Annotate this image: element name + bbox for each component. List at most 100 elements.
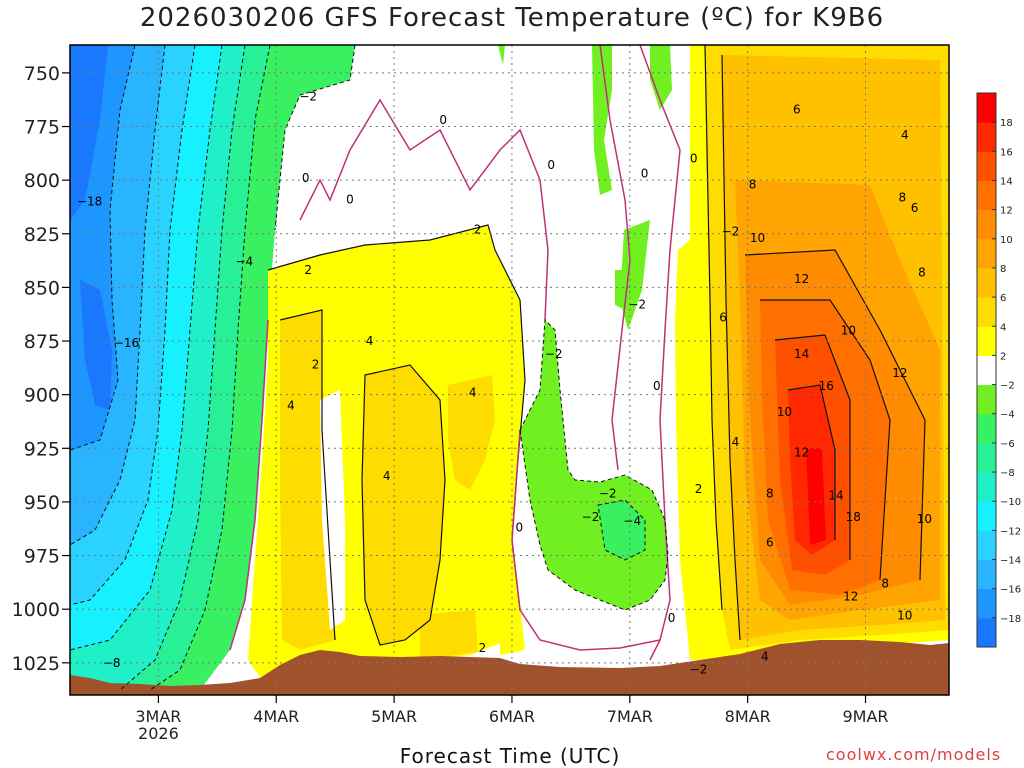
- temperature-contour-label: 0: [439, 113, 447, 127]
- y-tick-label: 750: [24, 63, 60, 85]
- contour-minus14: [70, 45, 166, 546]
- dashed-contours: [70, 45, 669, 691]
- colorbar-tick-label: 14: [1000, 176, 1013, 187]
- y-tick-label: 775: [24, 117, 60, 139]
- zero-contour-bottom: [511, 429, 661, 651]
- y-tick-label: 975: [24, 546, 60, 568]
- temperature-contour-label: 4: [287, 398, 295, 412]
- contour-4-middle: [361, 364, 446, 646]
- colorbar-segment: [977, 530, 996, 561]
- grid: [70, 45, 949, 695]
- temperature-contour-label: −4: [623, 514, 641, 528]
- temperature-contour-label: 10: [750, 231, 765, 245]
- x-tick-label: 8MAR: [725, 707, 771, 726]
- temperature-contour-label: 0: [690, 152, 698, 166]
- contour-16: [787, 384, 836, 540]
- temperature-contour-label: 4: [732, 435, 740, 449]
- temperature-contour-label: −2: [599, 486, 617, 500]
- temperature-contour-label: 16: [819, 379, 834, 393]
- temperature-contour-label: −18: [77, 195, 102, 209]
- plot-frame: [69, 44, 950, 696]
- temperature-contour-label: 2: [695, 482, 703, 496]
- temperature-contour-label: 4: [901, 128, 909, 142]
- colorbar-tick-label: −4: [1000, 410, 1015, 421]
- y-axis: 750 775 800 825 850 875 900 925 950 975 1000 1025: [12, 63, 70, 675]
- contour-4-left: [279, 309, 336, 641]
- contour-14: [774, 334, 851, 560]
- colorbar-segment: [977, 122, 996, 152]
- temperature-contour-label: 6: [766, 536, 774, 550]
- temperature-contour-label: 0: [302, 171, 310, 185]
- colorbar-segment: [977, 559, 996, 590]
- temperature-contour-label: 12: [843, 589, 858, 603]
- zero-contour-left: [229, 319, 269, 651]
- contour-minus10: [70, 45, 223, 651]
- contour-minus16: [70, 45, 136, 451]
- temperature-contour-label: 4: [761, 649, 769, 663]
- temperature-contour-label: 12: [892, 366, 907, 380]
- temperature-contour-label: 6: [911, 201, 919, 215]
- colorbar-segment: [977, 93, 996, 123]
- temperature-contour-label: 14: [828, 488, 843, 502]
- temperature-contour-label: 2: [312, 358, 320, 372]
- temperature-contour-label: 8: [766, 486, 774, 500]
- cold-region-minus18-lower: [80, 280, 112, 410]
- temperature-contour-label: −2: [628, 298, 646, 312]
- warm-middle-4c: [448, 375, 495, 490]
- colorbar-tick-label: 12: [1000, 206, 1013, 217]
- temperature-contour-label: 8: [918, 265, 926, 279]
- temperature-contour-label: 2: [479, 641, 487, 655]
- colorbar-tick-label: 8: [1000, 264, 1006, 275]
- temperature-contour-label: 4: [366, 334, 374, 348]
- colorbar-tick-label: 10: [1000, 235, 1013, 246]
- temperature-contour-label: −2: [690, 662, 708, 676]
- temperature-contour-label: 18: [846, 510, 861, 524]
- contour-10: [744, 249, 926, 581]
- cold-band-minus4: [598, 500, 645, 560]
- colorbar: −18 −16 −14 −12 −10 −8 −6 −4 −2 2 4 6 8 10 12 14 16 18: [976, 92, 1021, 648]
- contour-minus6: [149, 45, 271, 691]
- colorbar-segment: [977, 501, 996, 531]
- colorbar-tick-label: −14: [1000, 556, 1021, 567]
- colorbar-segment: [977, 617, 996, 648]
- contour-minus4-band: [597, 499, 646, 561]
- x-tick-label: 7MAR: [607, 707, 653, 726]
- colorbar-segment: [977, 588, 996, 619]
- y-tick-label: 850: [24, 277, 60, 299]
- colorbar-tick-label: −2: [1000, 381, 1015, 392]
- x-tick-label: 9MAR: [842, 707, 888, 726]
- cold-region-minus18: [70, 45, 108, 220]
- temperature-contour-label: −2: [545, 347, 563, 361]
- colorbar-segment: [977, 238, 996, 269]
- colorbar-tick-label: −18: [1000, 614, 1021, 625]
- source-credit[interactable]: coolwx.com/models: [826, 745, 1002, 764]
- temperature-contour-label: 4: [383, 469, 391, 483]
- contour-4: [704, 45, 723, 611]
- cold-region-sliver: [498, 45, 505, 65]
- x-tick-label: 4MAR: [253, 707, 299, 726]
- y-tick-label: 925: [24, 438, 60, 460]
- colorbar-segment: [977, 297, 996, 327]
- temperature-contour-label: 10: [777, 405, 792, 419]
- temperature-contour-label: 0: [668, 611, 676, 625]
- temperature-contour-label: 10: [897, 609, 912, 623]
- warm-middle-4b: [362, 365, 445, 645]
- temperature-contour-label: 10: [841, 323, 856, 337]
- x-axis-title: Forecast Time (UTC): [399, 744, 621, 768]
- y-tick-label: 875: [24, 331, 60, 353]
- colorbar-tick-label: −10: [1000, 497, 1021, 508]
- x-tick-label: 3MAR: [135, 707, 181, 726]
- x-tick-label: 5MAR: [371, 707, 417, 726]
- zero-contour-center: [599, 45, 631, 471]
- cold-region-mid-right: [620, 220, 650, 330]
- temperature-contour-label: 0: [346, 192, 354, 206]
- y-tick-label: 900: [24, 385, 60, 407]
- temperature-contour-label: 0: [547, 158, 555, 172]
- cold-region-top-right: [650, 45, 672, 110]
- temperature-contour-label: 8: [881, 576, 889, 590]
- y-tick-label: 950: [24, 492, 60, 514]
- colorbar-segment: [977, 442, 996, 473]
- contour-12: [760, 299, 891, 581]
